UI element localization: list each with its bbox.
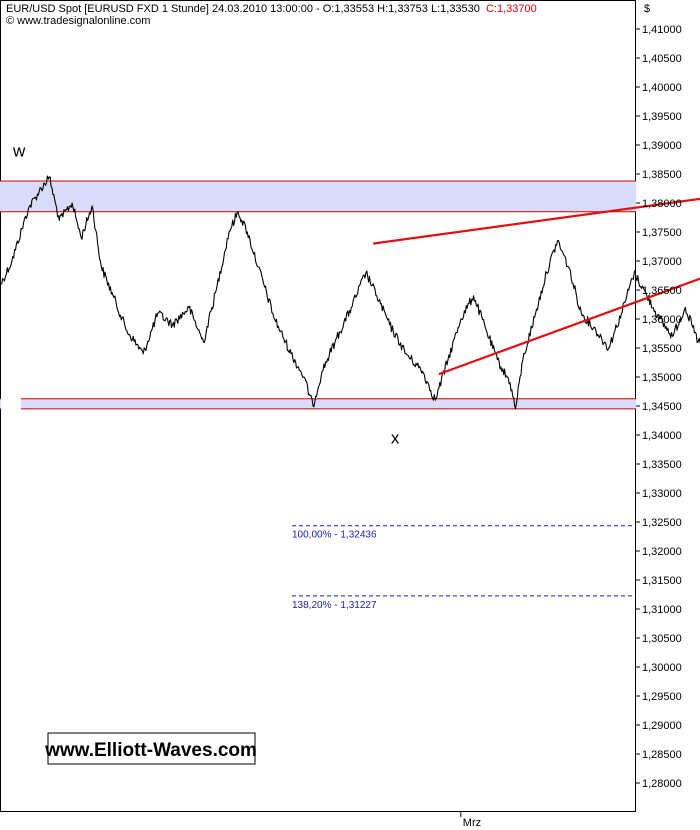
y-tick-label-15: 1,33500	[642, 459, 682, 471]
price-series-line	[0, 175, 700, 410]
y-tick-label-1: 1,40500	[642, 53, 682, 65]
chart-source: © www.tradesignalonline.com	[6, 15, 150, 27]
y-tick-label-21: 1,30500	[642, 633, 682, 645]
y-tick-label-3: 1,39500	[642, 111, 682, 123]
fib-layer: 100,00% - 1,32436 138,20% - 1,31227	[292, 525, 636, 611]
wave-label-0: w	[12, 142, 26, 161]
y-tick-label-12: 1,35000	[642, 372, 682, 384]
chart-header-main: EUR/USD Spot [EURUSD FXD 1 Stunde] 24.03…	[6, 3, 480, 15]
y-tick-label-0: 1,41000	[642, 24, 682, 36]
wedge-trendline-1	[438, 277, 700, 376]
y-tick-label-24: 1,29000	[642, 720, 682, 732]
y-tick-label-13: 1,34500	[642, 401, 682, 413]
watermark-text: www.Elliott-Waves.com	[44, 740, 257, 761]
trendline-layer	[373, 197, 700, 376]
currency-symbol: $	[644, 3, 650, 15]
resistance-zone-fill	[0, 180, 636, 212]
y-axis: 1,41000 1,40500 1,40000 1,39500 1,39000 1,385…	[636, 24, 682, 790]
x-tick-label-0: Mrz	[463, 817, 481, 829]
y-tick-label-10: 1,36000	[642, 314, 682, 326]
y-tick-label-11: 1,35500	[642, 343, 682, 355]
chart-header-title: EUR/USD Spot [EURUSD FXD 1 Stunde] 24.03…	[6, 3, 537, 15]
y-tick-label-18: 1,32000	[642, 546, 682, 558]
price-layer	[0, 175, 700, 410]
y-tick-label-22: 1,30000	[642, 662, 682, 674]
y-tick-label-7: 1,37500	[642, 227, 682, 239]
chart-header-close: C:1,33700	[486, 3, 537, 15]
support-zone-fill	[0, 398, 636, 409]
y-tick-label-6: 1,38000	[642, 198, 682, 210]
y-tick-label-5: 1,38500	[642, 169, 682, 181]
zones-layer	[0, 180, 636, 410]
support-zone-left-mask	[1, 397, 21, 410]
y-tick-label-23: 1,29500	[642, 691, 682, 703]
x-axis: MrzApr	[460, 811, 481, 829]
watermark-box: www.Elliott-Waves.com	[44, 732, 257, 765]
y-tick-label-17: 1,32500	[642, 517, 682, 529]
y-tick-label-8: 1,37000	[642, 256, 682, 268]
y-tick-label-19: 1,31500	[642, 575, 682, 587]
fib-level-label-1: 138,20% - 1,31227	[292, 600, 377, 611]
y-tick-label-4: 1,39000	[642, 140, 682, 152]
y-tick-label-25: 1,28500	[642, 749, 682, 761]
y-tick-label-26: 1,28000	[642, 778, 682, 790]
y-tick-label-14: 1,34000	[642, 430, 682, 442]
wedge-trendline-0	[373, 197, 700, 245]
wave-label-1: x	[391, 429, 400, 448]
y-tick-label-9: 1,36500	[642, 285, 682, 297]
wave-label-layer: wxy4ac21b35	[12, 142, 400, 448]
y-tick-label-20: 1,31000	[642, 604, 682, 616]
y-tick-label-2: 1,40000	[642, 82, 682, 94]
fib-level-label-0: 100,00% - 1,32436	[292, 530, 377, 541]
y-tick-label-16: 1,33000	[642, 488, 682, 500]
